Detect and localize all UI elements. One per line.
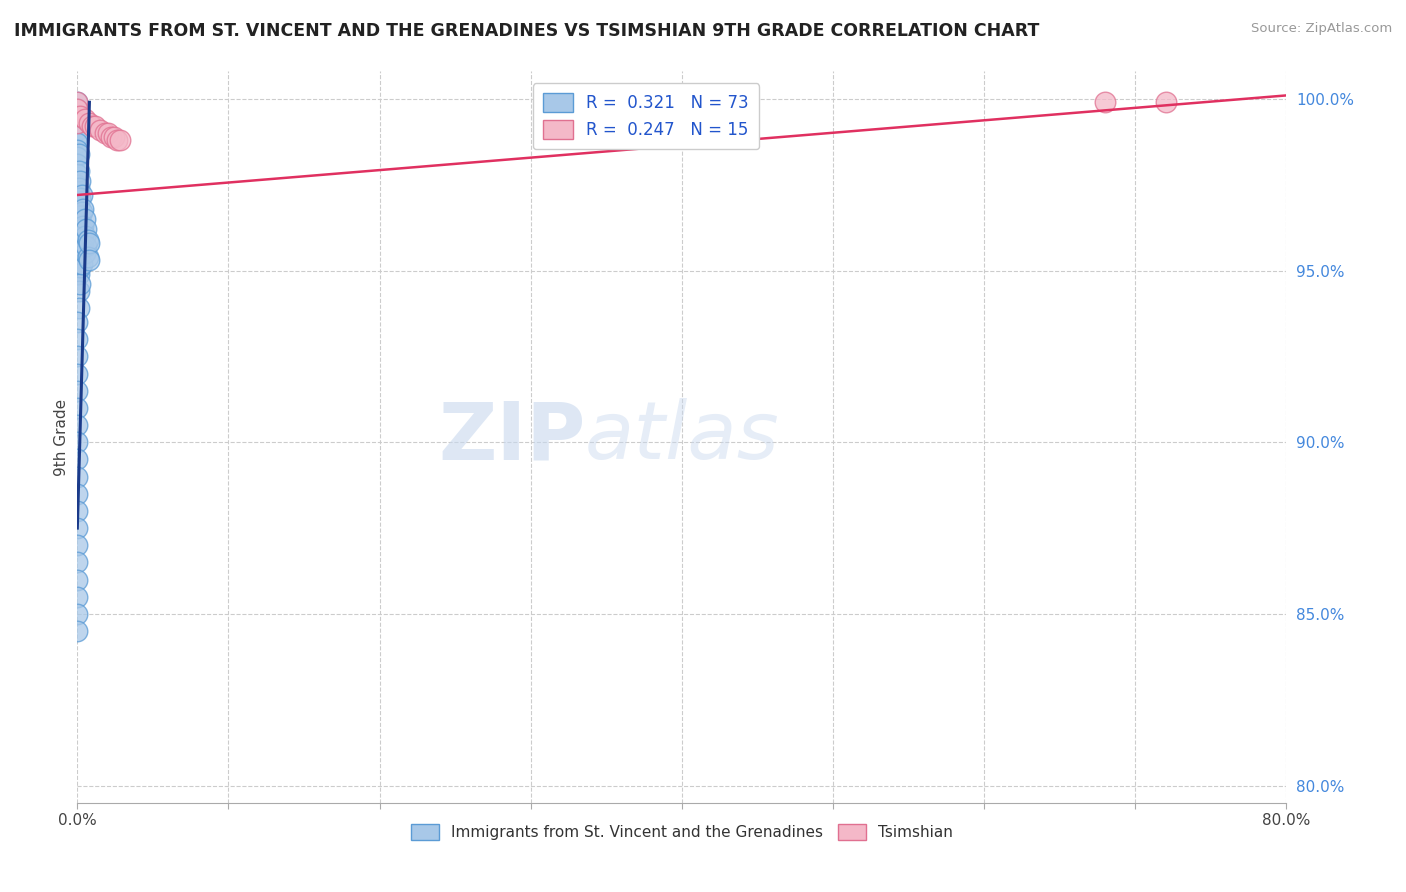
Point (69, 226, 91, 240)
Text: IMMIGRANTS FROM ST. VINCENT AND THE GRENADINES VS TSIMSHIAN 9TH GRADE CORRELATIO: IMMIGRANTS FROM ST. VINCENT AND THE GREN… (14, 22, 1039, 40)
Point (66, 109, 89, 123)
Point (66, 215, 89, 229)
Point (67, 250, 90, 264)
Point (66, 452, 89, 467)
Point (66, 144, 89, 158)
Point (77, 250, 100, 264)
Point (96, 126, 118, 140)
Point (89, 122, 111, 136)
Point (66, 624, 89, 639)
Point (66, 538, 89, 552)
Point (66, 401, 89, 415)
Point (66, 590, 89, 604)
Point (70, 188, 93, 202)
Point (66, 95, 89, 110)
Point (66, 607, 89, 621)
Point (69, 174, 91, 188)
Point (69, 209, 91, 223)
Point (69, 277, 91, 292)
Point (84, 120, 107, 134)
Point (69, 260, 91, 274)
Point (66, 573, 89, 587)
Point (66, 194, 89, 209)
Point (72, 202, 94, 216)
Point (66, 129, 89, 144)
Point (67, 164, 90, 178)
Point (66, 150, 89, 164)
Point (67, 215, 90, 229)
Point (66, 556, 89, 570)
Point (66, 226, 89, 240)
Point (79, 253, 101, 268)
Point (67, 284, 90, 298)
Point (72, 219, 94, 233)
Point (77, 233, 100, 247)
Point (66, 116, 89, 130)
Point (93, 126, 115, 140)
Point (66, 116, 89, 130)
Text: atlas: atlas (585, 398, 780, 476)
Point (67, 233, 90, 247)
Point (69, 109, 91, 123)
Point (66, 350, 89, 364)
Point (66, 521, 89, 535)
Point (1154, 95, 1177, 110)
Point (108, 133, 131, 147)
Point (79, 235, 101, 250)
Point (73, 112, 96, 127)
Point (75, 222, 97, 236)
Point (105, 133, 128, 147)
Point (67, 146, 90, 161)
Point (70, 257, 93, 271)
Point (66, 257, 89, 271)
Point (79, 116, 101, 130)
Point (66, 418, 89, 433)
Point (70, 239, 93, 253)
Point (66, 157, 89, 171)
Point (66, 504, 89, 518)
Point (69, 191, 91, 205)
Point (100, 129, 122, 144)
Point (73, 246, 96, 260)
Point (66, 384, 89, 398)
Point (69, 243, 91, 257)
Point (75, 239, 97, 253)
Point (67, 198, 90, 212)
Point (72, 235, 94, 250)
Point (66, 102, 89, 116)
Point (103, 129, 125, 144)
Point (66, 435, 89, 450)
Point (66, 246, 89, 260)
Point (66, 487, 89, 501)
Point (66, 367, 89, 381)
Point (66, 178, 89, 192)
Point (66, 167, 89, 181)
Point (66, 136, 89, 151)
Point (1094, 95, 1116, 110)
Point (67, 301, 90, 316)
Point (66, 469, 89, 483)
Point (70, 222, 93, 236)
Point (70, 205, 93, 219)
Point (67, 267, 90, 281)
Point (66, 95, 89, 110)
Point (66, 315, 89, 329)
Point (73, 229, 96, 244)
Y-axis label: 9th Grade: 9th Grade (53, 399, 69, 475)
Point (66, 102, 89, 116)
Text: Source: ZipAtlas.com: Source: ZipAtlas.com (1251, 22, 1392, 36)
Point (67, 181, 90, 195)
Point (66, 267, 89, 281)
Text: ZIP: ZIP (437, 398, 585, 476)
Point (73, 212, 96, 227)
Point (66, 122, 89, 136)
Point (66, 332, 89, 346)
Legend: Immigrants from St. Vincent and the Grenadines, Tsimshian: Immigrants from St. Vincent and the Gren… (405, 817, 959, 847)
Point (66, 235, 89, 250)
Point (66, 205, 89, 219)
Point (82, 120, 104, 134)
